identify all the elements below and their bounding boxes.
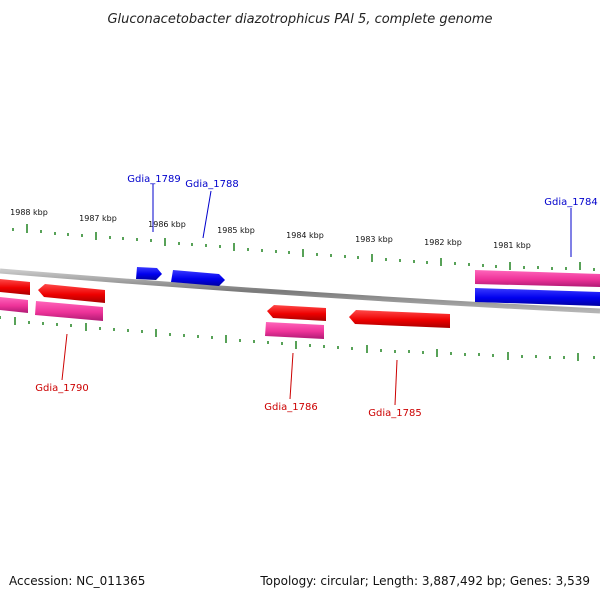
cds-bar[interactable] — [475, 270, 600, 287]
gene-label-gdia-1786[interactable]: Gdia_1786 — [264, 402, 317, 413]
figure-title: Gluconacetobacter diazotrophicus PAl 5, … — [107, 12, 492, 27]
genome-backbone — [0, 268, 600, 314]
outer-tick-track — [12, 224, 595, 271]
cds-bar[interactable] — [265, 322, 324, 339]
scale-label: 1983 kbp — [355, 235, 393, 244]
scale-label: 1984 kbp — [286, 231, 324, 240]
scale-label: 1981 kbp — [493, 241, 531, 250]
scale-label: 1986 kbp — [148, 220, 186, 229]
inner-tick-track — [0, 316, 595, 361]
gene-label-gdia-1790[interactable]: Gdia_1790 — [35, 383, 88, 394]
leader-gdia-1785 — [394, 359, 398, 406]
gene-arrow-gdia-1789[interactable] — [136, 267, 162, 280]
gene-arrow-gdia-1790[interactable] — [38, 284, 105, 303]
gene-label-gdia-1789[interactable]: Gdia_1789 — [127, 174, 180, 185]
reverse-cds-features — [0, 270, 600, 339]
leader-gdia-1786 — [289, 352, 294, 400]
gene-label-gdia-1785[interactable]: Gdia_1785 — [368, 408, 421, 419]
gene-arrow-gdia-1785[interactable] — [349, 310, 450, 328]
gene-arrow-gdia-1788[interactable] — [171, 270, 225, 286]
cds-bar[interactable] — [0, 297, 28, 313]
gene-arrow-gdia-1790-partial[interactable] — [0, 279, 30, 295]
leader-gdia-1790 — [61, 333, 68, 381]
scale-label: 1987 kbp — [79, 214, 117, 223]
cds-bar[interactable] — [35, 301, 103, 321]
gene-label-gdia-1784[interactable]: Gdia_1784 — [544, 197, 597, 208]
gene-arrow-gdia-1786[interactable] — [267, 305, 326, 321]
scale-labels: 1988 kbp 1987 kbp 1986 kbp 1985 kbp 1984… — [10, 208, 531, 250]
scale-label: 1985 kbp — [217, 226, 255, 235]
reverse-strand-genes — [0, 279, 450, 328]
gene-bar-gdia-1784[interactable] — [475, 288, 600, 306]
gene-label-gdia-1788[interactable]: Gdia_1788 — [185, 179, 238, 190]
leader-gdia-1788 — [202, 190, 212, 239]
gene-labels: Gdia_1789 Gdia_1788 Gdia_1784 Gdia_1790 … — [35, 174, 597, 419]
genome-summary-text: Topology: circular; Length: 3,887,492 bp… — [259, 574, 590, 588]
scale-label: 1988 kbp — [10, 208, 48, 217]
accession-text: Accession: NC_011365 — [9, 574, 145, 588]
scale-label: 1982 kbp — [424, 238, 462, 247]
label-leaders — [61, 184, 572, 406]
forward-strand-genes — [136, 267, 600, 306]
